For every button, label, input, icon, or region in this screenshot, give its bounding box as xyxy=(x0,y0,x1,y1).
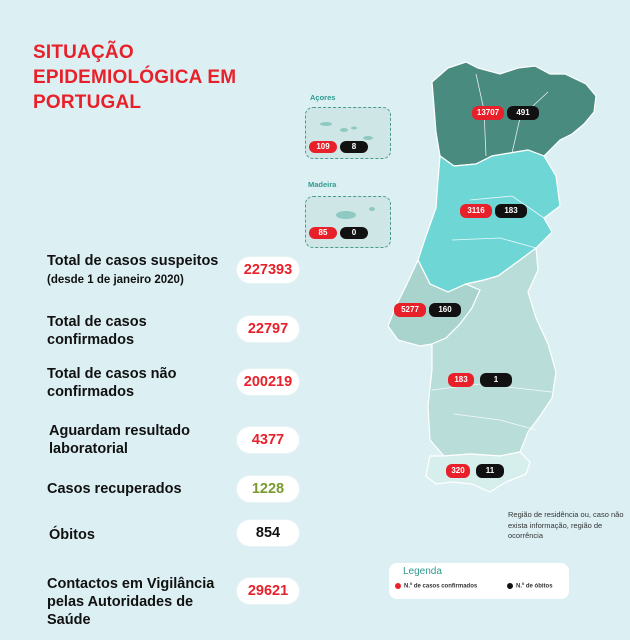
madeira-islands-icon xyxy=(336,207,375,219)
stat-value-confirmed: 22797 xyxy=(237,316,299,342)
stat-label-suspected: Total de casos suspeitos (desde 1 de jan… xyxy=(47,252,237,289)
stat-sublabel: (desde 1 de janeiro 2020) xyxy=(47,274,184,286)
acores-confirmed-badge: 109 xyxy=(309,141,337,153)
stat-value-not-confirmed: 200219 xyxy=(237,369,299,395)
stat-label-recovered: Casos recuperados xyxy=(47,481,182,497)
lisboa-deaths-badge: 160 xyxy=(429,303,461,317)
acores-label: Açores xyxy=(310,93,336,102)
stat-value-deaths: 854 xyxy=(237,520,299,546)
stat-label-awaiting: Aguardam resultado laboratorial xyxy=(49,423,190,457)
stat-label-deaths: Óbitos xyxy=(49,527,95,543)
centro-confirmed-badge: 3116 xyxy=(460,204,492,218)
norte-deaths-badge: 491 xyxy=(507,106,539,120)
madeira-confirmed-badge: 85 xyxy=(309,227,337,239)
region-alentejo xyxy=(427,246,557,457)
stat-value-suspected: 227393 xyxy=(237,257,299,283)
algarve-deaths-badge: 11 xyxy=(476,464,504,478)
stat-value-recovered: 1228 xyxy=(237,476,299,502)
madeira-label: Madeira xyxy=(308,180,337,189)
stat-value-awaiting: 4377 xyxy=(237,427,299,453)
stat-label-not-confirmed: Total de casos não confirmados xyxy=(47,366,177,400)
legend: Legenda N.º de casos confirmados N.º de … xyxy=(389,563,569,599)
legend-deaths: N.º de óbitos xyxy=(507,583,553,590)
region-centro xyxy=(417,149,561,293)
lisboa-confirmed-badge: 5277 xyxy=(394,303,426,317)
alentejo-confirmed-badge: 183 xyxy=(448,373,474,387)
algarve-confirmed-badge: 320 xyxy=(446,464,470,478)
page-title: SITUAÇÃO EPIDEMIOLÓGICA EM PORTUGAL xyxy=(33,42,237,113)
black-dot-icon xyxy=(507,583,513,589)
stat-label-contacts: Contactos em Vigilância pelas Autoridade… xyxy=(47,576,215,628)
madeira-inset: 85 0 xyxy=(305,196,391,248)
stat-value-contacts: 29621 xyxy=(237,578,299,604)
residence-note: Região de residência ou, caso não exista… xyxy=(508,510,624,540)
legend-confirmed: N.º de casos confirmados xyxy=(395,583,477,590)
legend-confirmed-label: N.º de casos confirmados xyxy=(404,583,478,590)
stat-label-text: Total de casos suspeitos xyxy=(47,253,219,269)
legend-deaths-label: N.º de óbitos xyxy=(516,583,553,590)
centro-deaths-badge: 183 xyxy=(495,204,527,218)
red-dot-icon xyxy=(395,583,401,589)
alentejo-deaths-badge: 1 xyxy=(480,373,512,387)
norte-confirmed-badge: 13707 xyxy=(472,106,504,120)
legend-title: Legenda xyxy=(403,566,442,577)
acores-islands-icon xyxy=(320,122,373,140)
stat-label-confirmed: Total de casos confirmados xyxy=(47,314,147,348)
madeira-deaths-badge: 0 xyxy=(340,227,368,239)
acores-deaths-badge: 8 xyxy=(340,141,368,153)
acores-inset: 109 8 xyxy=(305,107,391,159)
